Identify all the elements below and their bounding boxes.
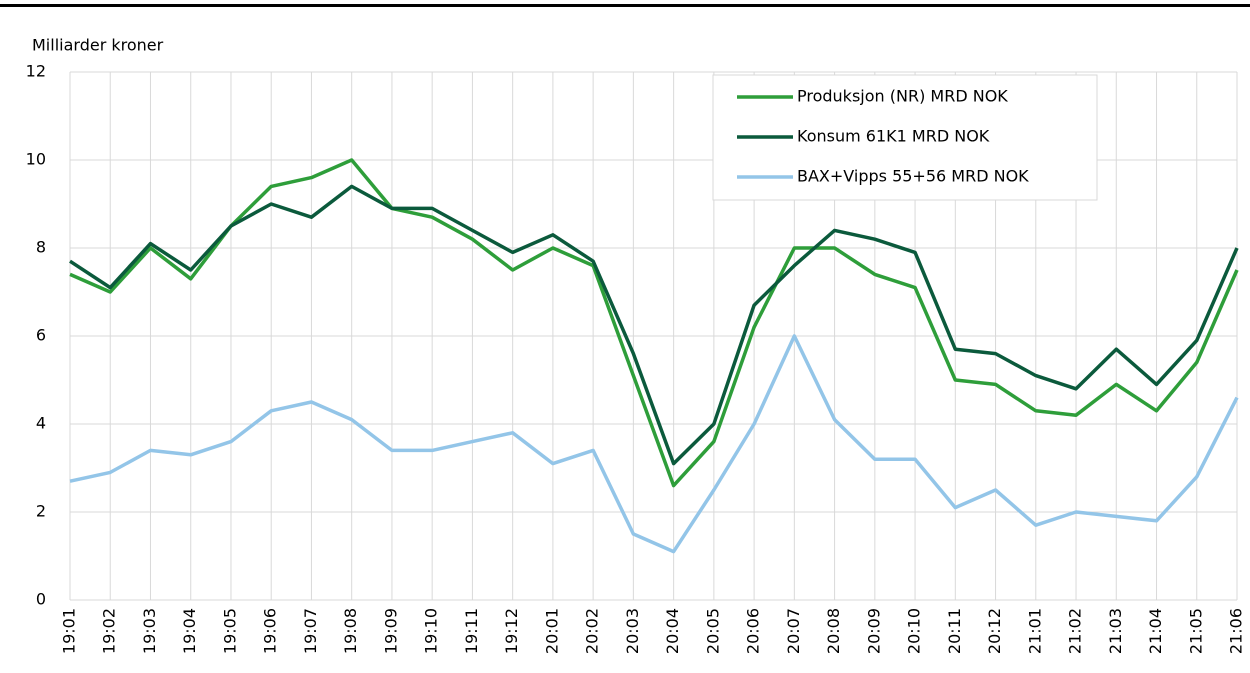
- y-tick-label: 10: [26, 150, 46, 169]
- x-tick-label: 20:04: [663, 608, 682, 654]
- x-tick-label: 20:06: [744, 608, 763, 654]
- x-tick-label: 19:02: [100, 608, 119, 654]
- x-tick-label: 21:03: [1106, 608, 1125, 654]
- x-tick-label: 20:10: [905, 608, 924, 654]
- top-rule: [0, 4, 1250, 7]
- legend-label: BAX+Vipps 55+56 MRD NOK: [797, 167, 1029, 186]
- y-tick-label: 6: [36, 326, 46, 345]
- y-tick-label: 2: [36, 502, 46, 521]
- x-tick-label: 20:11: [945, 608, 964, 654]
- x-tick-label: 20:09: [864, 608, 883, 654]
- x-tick-label: 19:03: [140, 608, 159, 654]
- x-tick-label: 19:06: [261, 608, 280, 654]
- x-tick-label: 21:02: [1066, 608, 1085, 654]
- x-tick-label: 20:07: [784, 608, 803, 654]
- series-line: [69, 184, 1239, 466]
- x-tick-label: 20:02: [583, 608, 602, 654]
- x-tick-label: 20:08: [824, 608, 843, 654]
- x-tick-label: 19:11: [462, 608, 481, 654]
- y-axis-label: Milliarder kroner: [32, 36, 164, 55]
- legend-label: Konsum 61K1 MRD NOK: [797, 127, 990, 146]
- y-tick-label: 0: [36, 590, 46, 609]
- x-tick-label: 21:05: [1186, 608, 1205, 654]
- series-line: [69, 334, 1239, 554]
- x-tick-label: 19:04: [180, 608, 199, 654]
- y-tick-label: 4: [36, 414, 46, 433]
- x-tick-label: 19:05: [220, 608, 239, 654]
- x-tick-label: 19:07: [301, 608, 320, 654]
- x-tick-label: 19:09: [381, 608, 400, 654]
- x-tick-label: 21:06: [1227, 608, 1246, 654]
- x-tick-label: 20:03: [623, 608, 642, 654]
- x-tick-label: 19:01: [60, 608, 79, 654]
- x-tick-label: 21:04: [1146, 608, 1165, 654]
- x-tick-label: 21:01: [1025, 608, 1044, 654]
- x-tick-label: 19:12: [502, 608, 521, 654]
- legend-label: Produksjon (NR) MRD NOK: [797, 87, 1008, 106]
- series-line: [69, 158, 1239, 488]
- x-tick-label: 20:12: [985, 608, 1004, 654]
- x-tick-label: 19:08: [341, 608, 360, 654]
- y-tick-label: 8: [36, 238, 46, 257]
- y-tick-label: 12: [26, 62, 46, 81]
- x-tick-label: 19:10: [422, 608, 441, 654]
- x-tick-label: 20:05: [703, 608, 722, 654]
- x-tick-label: 20:01: [542, 608, 561, 654]
